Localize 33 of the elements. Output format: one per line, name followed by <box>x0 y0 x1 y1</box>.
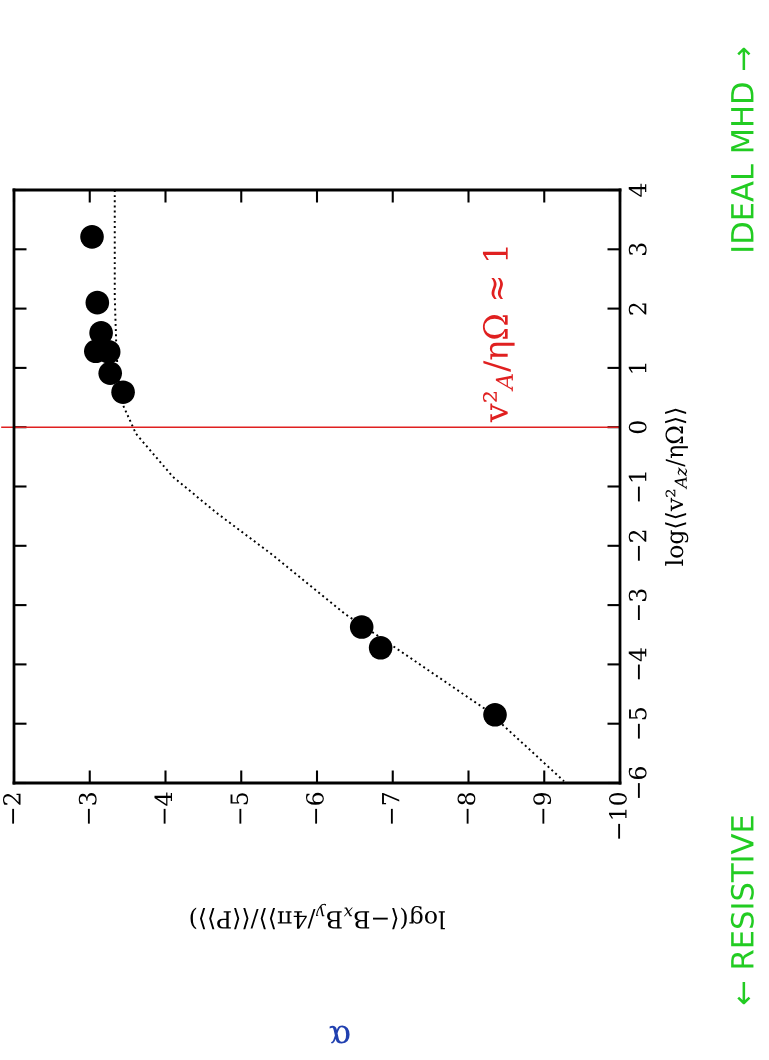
y-tick-label: −6 <box>628 767 647 798</box>
point <box>483 703 507 727</box>
x-tick-label: −4 <box>154 792 173 824</box>
y-tick-label: −2 <box>628 530 647 561</box>
x-axis-title: log(⟨−B$_{x}$B$_{y}$/4π⟩⟩/⟨⟨P⟩⟩) <box>190 903 445 930</box>
text: ← RESISTIVE <box>730 816 754 1005</box>
text: IDEAL MHD → <box>731 47 754 251</box>
y-tick-label: 0 <box>628 421 647 434</box>
x-tick-label: −8 <box>457 792 476 824</box>
y-tick-label: 1 <box>628 363 647 373</box>
ref-line-label: v²$_{A}$/ηΩ ≈ 1 <box>482 247 515 423</box>
x-tick-label: −10 <box>608 792 627 839</box>
y-axis-title: log⟨⟨v²$_{Az}$/ηΩ⟩⟩ <box>665 408 689 566</box>
x-tick-label: −7 <box>382 793 400 824</box>
point <box>80 225 104 249</box>
point <box>85 290 110 315</box>
y-tick-label: −5 <box>629 708 647 739</box>
point <box>98 361 123 386</box>
y-tick-label: −3 <box>628 589 647 620</box>
y-tick-label: 4 <box>628 183 647 197</box>
y-tick-label: −1 <box>628 472 647 502</box>
y-tick-label: 2 <box>628 303 647 315</box>
point <box>349 615 374 639</box>
x-tick-label: −5 <box>230 793 249 824</box>
y-tick-label: −4 <box>628 648 647 680</box>
x-tick-label: −3 <box>78 793 97 824</box>
x-tick-label: −2 <box>2 793 21 824</box>
text: α <box>329 1025 350 1044</box>
x-tick-label: −6 <box>305 792 324 824</box>
point <box>111 380 135 405</box>
x-tick-label: −9 <box>533 792 552 824</box>
y-tick-label: 3 <box>628 243 647 256</box>
point <box>368 635 393 660</box>
